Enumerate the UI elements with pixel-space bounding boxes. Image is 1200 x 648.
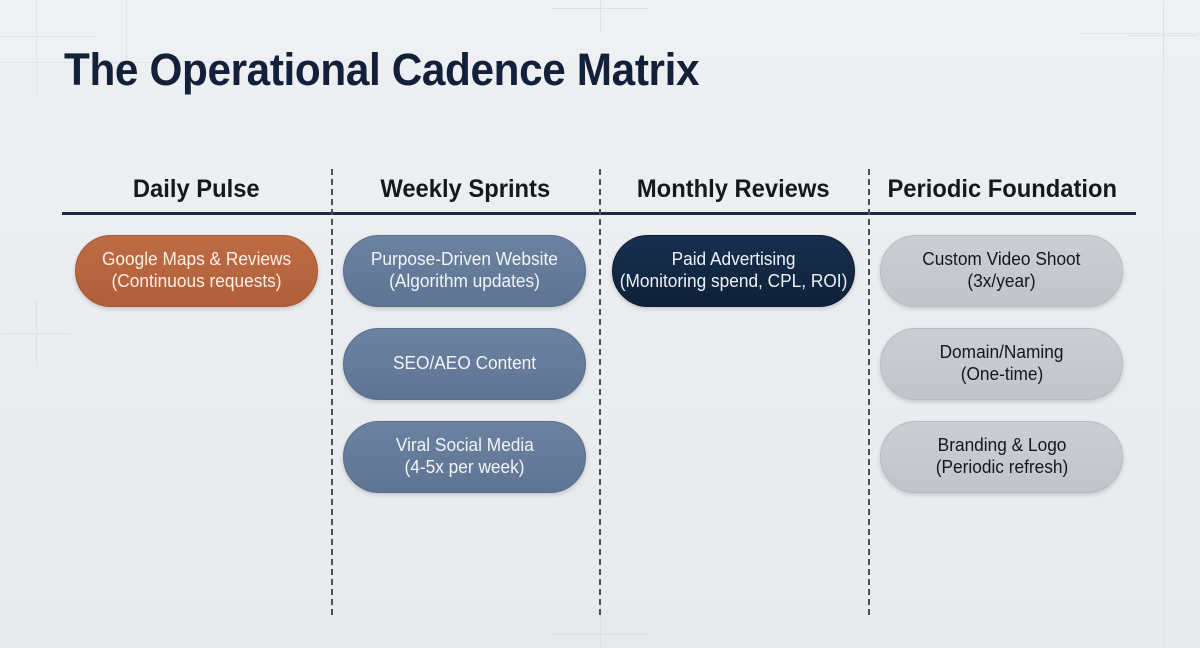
card-title: SEO/AEO Content	[393, 353, 537, 374]
column-divider	[330, 169, 333, 615]
page-title: The Operational Cadence Matrix	[64, 44, 700, 95]
card-custom-video-shoot[interactable]: Custom Video Shoot (3x/year)	[880, 235, 1124, 307]
card-paid-advertising[interactable]: Paid Advertising (Monitoring spend, CPL,…	[611, 235, 855, 307]
column-header-daily-pulse: Daily Pulse	[132, 175, 260, 203]
card-subtitle: (4-5x per week)	[404, 457, 525, 477]
card-title: Purpose-Driven Website	[371, 249, 559, 270]
card-title: Custom Video Shoot	[922, 249, 1081, 270]
registration-crosshair	[2, 300, 70, 366]
column-daily-pulse: Google Maps & Reviews (Continuous reques…	[62, 235, 331, 493]
card-subtitle: (Monitoring spend, CPL, ROI)	[619, 271, 848, 291]
card-subtitle: (Continuous requests)	[111, 271, 282, 291]
column-divider	[867, 169, 870, 615]
card-google-maps-reviews[interactable]: Google Maps & Reviews (Continuous reques…	[74, 235, 318, 307]
column-monthly-reviews: Paid Advertising (Monitoring spend, CPL,…	[599, 235, 868, 493]
card-subtitle: (3x/year)	[967, 271, 1036, 291]
card-purpose-driven-website[interactable]: Purpose-Driven Website (Algorithm update…	[343, 235, 587, 307]
card-viral-social-media[interactable]: Viral Social Media (4-5x per week)	[343, 421, 587, 493]
grid-line-vertical	[1163, 0, 1164, 648]
registration-crosshair	[1128, 2, 1198, 68]
card-domain-naming[interactable]: Domain/Naming (One-time)	[880, 328, 1124, 400]
column-header-periodic-foundation: Periodic Foundation	[886, 175, 1117, 203]
cadence-matrix: Daily Pulse Weekly Sprints Monthly Revie…	[62, 150, 1137, 615]
card-subtitle: (Algorithm updates)	[389, 271, 541, 291]
column-header-weekly-sprints: Weekly Sprints	[379, 175, 550, 203]
card-title: Paid Advertising	[671, 249, 796, 270]
column-weekly-sprints: Purpose-Driven Website (Algorithm update…	[331, 235, 600, 493]
column-header-monthly-reviews: Monthly Reviews	[636, 175, 830, 203]
column-periodic-foundation: Custom Video Shoot (3x/year) Domain/Nami…	[868, 235, 1137, 493]
card-seo-aeo-content[interactable]: SEO/AEO Content	[343, 328, 587, 400]
card-branding-logo[interactable]: Branding & Logo (Periodic refresh)	[880, 421, 1124, 493]
column-divider	[599, 169, 601, 615]
card-title: Domain/Naming	[939, 342, 1064, 363]
column-body-row: Google Maps & Reviews (Continuous reques…	[62, 169, 1137, 615]
grid-line-horizontal	[1080, 33, 1200, 34]
grid-line-vertical	[36, 0, 37, 96]
card-title: Viral Social Media	[395, 435, 534, 456]
column-header-row: Daily Pulse Weekly Sprints Monthly Revie…	[62, 150, 1136, 210]
card-subtitle: (Periodic refresh)	[935, 457, 1069, 477]
grid-line-horizontal	[0, 36, 96, 37]
card-subtitle: (One-time)	[960, 364, 1044, 384]
registration-crosshair	[552, 0, 648, 32]
card-title: Google Maps & Reviews	[101, 249, 291, 270]
card-title: Branding & Logo	[937, 435, 1067, 456]
